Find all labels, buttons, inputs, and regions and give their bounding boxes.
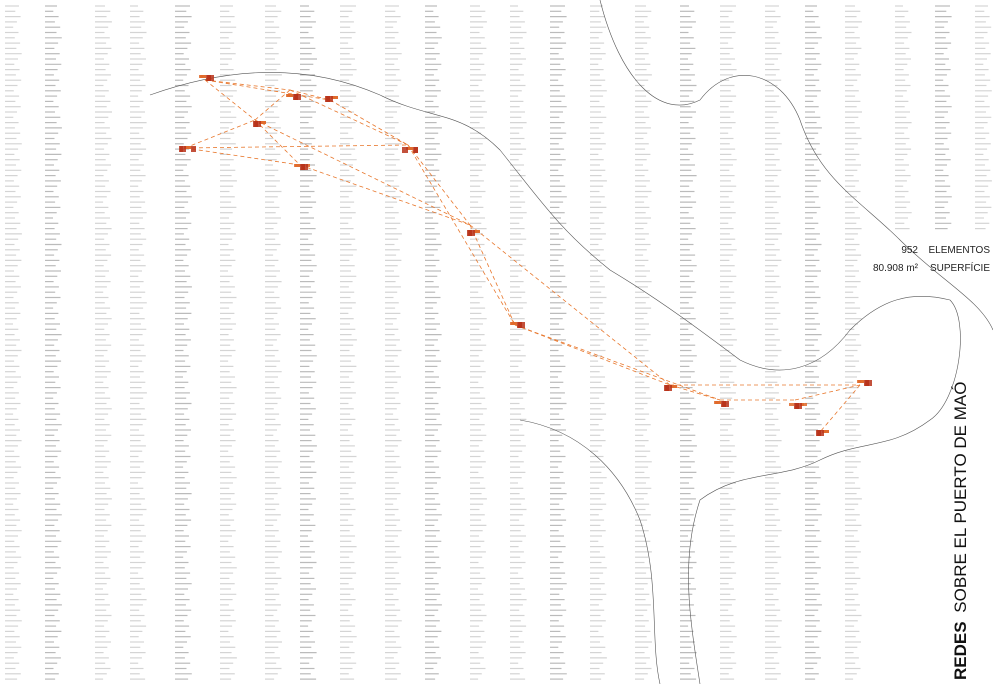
- node-element: [180, 146, 186, 152]
- network-link: [469, 224, 671, 386]
- node-element: [818, 430, 824, 436]
- node-element: [408, 147, 413, 150]
- node-element: [295, 164, 300, 167]
- network-link: [407, 144, 471, 226]
- network-link: [469, 224, 516, 326]
- node-element: [859, 380, 864, 383]
- network-link: [204, 79, 256, 121]
- node-element: [333, 96, 338, 99]
- network-link: [184, 147, 301, 166]
- network-link: [329, 99, 409, 146]
- network-link: [669, 384, 721, 401]
- node-element: [512, 322, 517, 325]
- network-link: [204, 79, 331, 101]
- node-element: [414, 147, 418, 153]
- node-element: [796, 403, 802, 409]
- network-link: [289, 89, 409, 146]
- node-element: [288, 94, 293, 97]
- coast-line: [149, 72, 961, 684]
- node-element: [295, 94, 301, 100]
- network-link: [254, 119, 471, 226]
- network-nodes: [179, 75, 872, 436]
- area: 80.908 m²: [873, 263, 919, 274]
- network-link: [514, 324, 721, 401]
- node-element: [801, 403, 807, 406]
- node-element: [402, 147, 408, 153]
- coastline: [149, 0, 993, 684]
- node-element: [191, 146, 196, 152]
- node-element: [208, 75, 214, 81]
- coast-line: [599, 0, 993, 331]
- node-element: [261, 121, 266, 124]
- node-element: [475, 230, 480, 233]
- node-element: [469, 230, 475, 236]
- node-element: [255, 121, 261, 127]
- coast-line: [519, 419, 661, 684]
- node-element: [866, 380, 872, 386]
- node-element: [201, 75, 206, 78]
- node-element: [824, 430, 829, 433]
- count: 952: [901, 245, 918, 256]
- network-link: [299, 164, 471, 226]
- node-element: [186, 146, 191, 149]
- node-element: [327, 96, 333, 102]
- node-element: [723, 401, 729, 407]
- network-link: [407, 144, 516, 326]
- count-label: ELEMENTOS: [929, 245, 991, 256]
- node-element: [519, 322, 525, 328]
- node-element: [302, 164, 308, 170]
- network-link: [184, 144, 409, 149]
- network: [184, 79, 861, 433]
- background-table: [5, 5, 992, 680]
- node-element: [666, 385, 672, 391]
- node-element: [789, 403, 794, 406]
- network-link: [254, 119, 301, 166]
- area-label: SUPERFÍCIE: [930, 261, 990, 274]
- title-bold: REDES: [951, 621, 970, 680]
- title-rest: SOBRE EL PUERTO DE MAÓ: [951, 382, 970, 613]
- network-link: [204, 79, 291, 91]
- network-link: [184, 119, 256, 149]
- network-link: [254, 89, 291, 121]
- network-link: [819, 384, 861, 433]
- vertical-title: REDES SOBRE EL PUERTO DE MAÓ: [951, 382, 970, 680]
- node-element: [716, 401, 721, 404]
- node-element: [672, 385, 677, 388]
